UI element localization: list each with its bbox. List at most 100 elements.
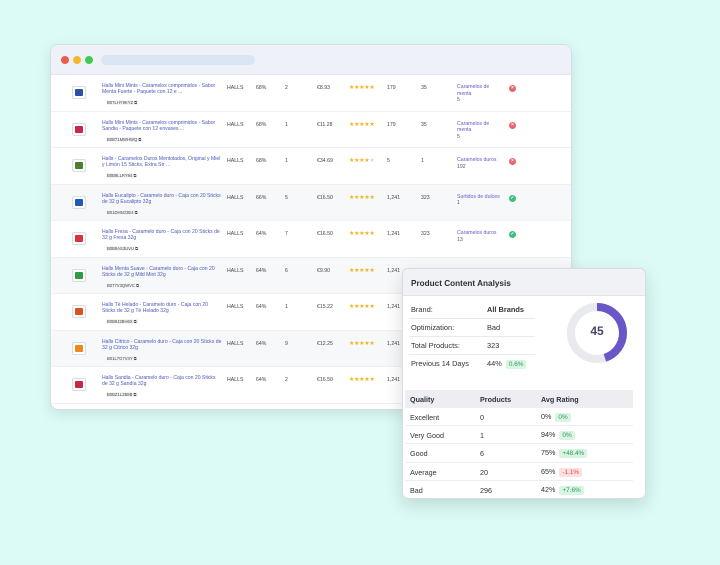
- issues-cell: 1: [285, 121, 288, 128]
- quality-row[interactable]: Excellent 0 0% 0%: [405, 408, 633, 427]
- minimize-dot-icon[interactable]: [73, 56, 81, 64]
- asin-label[interactable]: B01DH5O3E4 ⧉: [106, 209, 139, 215]
- product-thumbnail[interactable]: [72, 159, 86, 172]
- rating-stars: ★★★★★: [349, 85, 375, 91]
- product-thumbnail[interactable]: [72, 195, 86, 209]
- product-thumbnail[interactable]: [72, 305, 86, 318]
- rating-stars: ★★★★★: [349, 304, 375, 310]
- count-cell: 323: [421, 194, 430, 201]
- category-link[interactable]: Caramelos duros 13: [457, 230, 497, 243]
- quality-row[interactable]: Good 6 75% +48.4%: [405, 444, 633, 463]
- asin-label[interactable]: B0B71MWHWQ ⧉: [106, 136, 143, 142]
- product-thumbnail[interactable]: [72, 86, 86, 99]
- product-name-link[interactable]: Halls Mini Mints - Caramelos comprimidos…: [102, 83, 216, 96]
- score-cell: 64%: [256, 267, 267, 274]
- score-cell: 64%: [256, 377, 267, 383]
- score-cell: 64%: [256, 304, 267, 310]
- quality-row[interactable]: Bad 296 42% +7.6%: [405, 481, 633, 498]
- price-cell: €15.22: [317, 304, 333, 310]
- quality-avg-rating: 65%: [541, 466, 556, 476]
- product-thumbnail[interactable]: [72, 341, 86, 355]
- table-row[interactable]: Halls Eucalipto - Caramelo duro - Caja c…: [51, 184, 571, 221]
- error-icon: ×: [509, 85, 516, 92]
- address-bar[interactable]: [101, 55, 255, 65]
- table-row[interactable]: Halls Mini Mints - Caramelos comprimidos…: [51, 75, 571, 112]
- product-name-link[interactable]: Halls Menta Suave - Caramelo duro - Caja…: [102, 265, 215, 278]
- asin-label[interactable]: B077V3QWVC ⧉: [106, 282, 141, 288]
- price-cell: €8.93: [317, 85, 330, 91]
- brand-cell: HALLS: [227, 194, 244, 201]
- previous-days-delta-badge: 0.6%: [505, 360, 527, 369]
- optimization-score: 45: [590, 324, 604, 338]
- quality-name: Bad: [410, 485, 423, 495]
- issues-cell: 1: [285, 158, 288, 164]
- asin-label[interactable]: B0B9LLRY94 ⧉: [106, 173, 138, 178]
- price-cell: €16.50: [317, 194, 333, 201]
- issues-cell: 9: [285, 340, 288, 347]
- close-dot-icon[interactable]: [61, 56, 69, 64]
- category-link[interactable]: Surtidos de dulces 1: [457, 193, 500, 207]
- quality-products: 1: [480, 431, 484, 441]
- quality-products: 0: [480, 413, 484, 422]
- product-thumbnail[interactable]: [72, 268, 86, 282]
- score-cell: 68%: [256, 85, 267, 91]
- product-thumbnail[interactable]: [72, 378, 86, 391]
- product-name-link[interactable]: Halls Sandia - Caramelo duro - Caja con …: [102, 375, 216, 388]
- reviews-cell: 1,241: [387, 231, 400, 237]
- asin-label[interactable]: B0B9AS3UVU ⧉: [106, 246, 140, 251]
- product-name-link[interactable]: Halls - Caramelos Duros Mentolados, Orig…: [102, 156, 221, 169]
- table-row[interactable]: Halls Té Helado - Caramelo duro - Caja c…: [51, 294, 571, 331]
- product-name-link[interactable]: Halls Fresa - Caramelo duro - Caja con 2…: [102, 229, 220, 242]
- score-cell: 66%: [256, 194, 267, 201]
- quality-avg-rating: 0%: [541, 412, 552, 421]
- table-row[interactable]: Halls - Caramelos Duros Mentolados, Orig…: [51, 148, 571, 185]
- asin-label[interactable]: B0BZ1L2B8B ⧉: [106, 392, 138, 397]
- product-name-link[interactable]: Halls Cítrico - Caramelo duro - Caja con…: [102, 338, 222, 351]
- quality-row[interactable]: Very Good 1 94% 0%: [405, 426, 633, 445]
- price-cell: €11.28: [317, 121, 333, 128]
- previous-days-label: Previous 14 Days: [411, 359, 469, 368]
- count-cell: 1: [421, 158, 424, 164]
- brand-cell: HALLS: [227, 121, 244, 128]
- reviews-cell: 5: [387, 158, 390, 164]
- asin-label[interactable]: B0B9J2BH6X ⧉: [106, 319, 138, 324]
- maximize-dot-icon[interactable]: [85, 56, 93, 64]
- previous-days-value: 44%: [487, 359, 502, 368]
- product-name-link[interactable]: Halls Té Helado - Caramelo duro - Caja c…: [102, 302, 209, 315]
- product-name-link[interactable]: Halls Mini Mints - Caramelos comprimidos…: [102, 119, 216, 132]
- quality-delta-badge: -1.1%: [559, 467, 583, 477]
- brand-cell: HALLS: [227, 85, 244, 91]
- quality-name: Excellent: [410, 413, 440, 422]
- product-thumbnail[interactable]: [72, 232, 86, 245]
- category-link[interactable]: Caramelos de menta 5: [457, 120, 490, 140]
- optimization-value[interactable]: Bad: [487, 323, 501, 332]
- issues-cell: 2: [285, 85, 288, 91]
- table-row[interactable]: Halls Fresa - Caramelo duro - Caja con 2…: [51, 221, 571, 258]
- product-thumbnail[interactable]: [72, 122, 86, 136]
- table-row[interactable]: Halls Sandia - Caramelo duro - Caja con …: [51, 367, 571, 404]
- brand-cell: HALLS: [227, 377, 244, 383]
- rating-stars: ★★★★★: [349, 158, 375, 164]
- price-cell: €16.50: [317, 231, 333, 237]
- brand-value[interactable]: All Brands: [487, 305, 524, 314]
- quality-name: Good: [410, 449, 428, 459]
- count-cell: 35: [421, 85, 427, 91]
- score-cell: 64%: [256, 231, 267, 237]
- asin-label[interactable]: B07LHY9KYZ ⧉: [106, 100, 139, 105]
- quality-delta-badge: 0%: [559, 431, 575, 441]
- table-row[interactable]: Halls Mini Mints - Caramelos comprimidos…: [51, 112, 571, 148]
- asin-label[interactable]: B01L7G7V4Y ⧉: [106, 355, 138, 361]
- check-icon: ✓: [509, 194, 516, 202]
- category-link[interactable]: Caramelos duros 192: [457, 157, 497, 170]
- quality-table-header: Quality Products Avg Rating: [405, 390, 633, 408]
- quality-row[interactable]: Average 20 65% -1.1%: [405, 463, 633, 481]
- score-cell: 64%: [256, 340, 267, 347]
- product-name-link[interactable]: Halls Eucalipto - Caramelo duro - Caja c…: [102, 192, 221, 205]
- quality-products: 20: [480, 467, 488, 477]
- rating-stars: ★★★★★: [349, 194, 375, 201]
- rating-stars: ★★★★★: [349, 267, 375, 274]
- column-header-products: Products: [480, 395, 512, 404]
- issues-cell: 1: [285, 304, 288, 310]
- rating-stars: ★★★★★: [349, 231, 375, 237]
- category-link[interactable]: Caramelos de menta 5: [457, 84, 490, 103]
